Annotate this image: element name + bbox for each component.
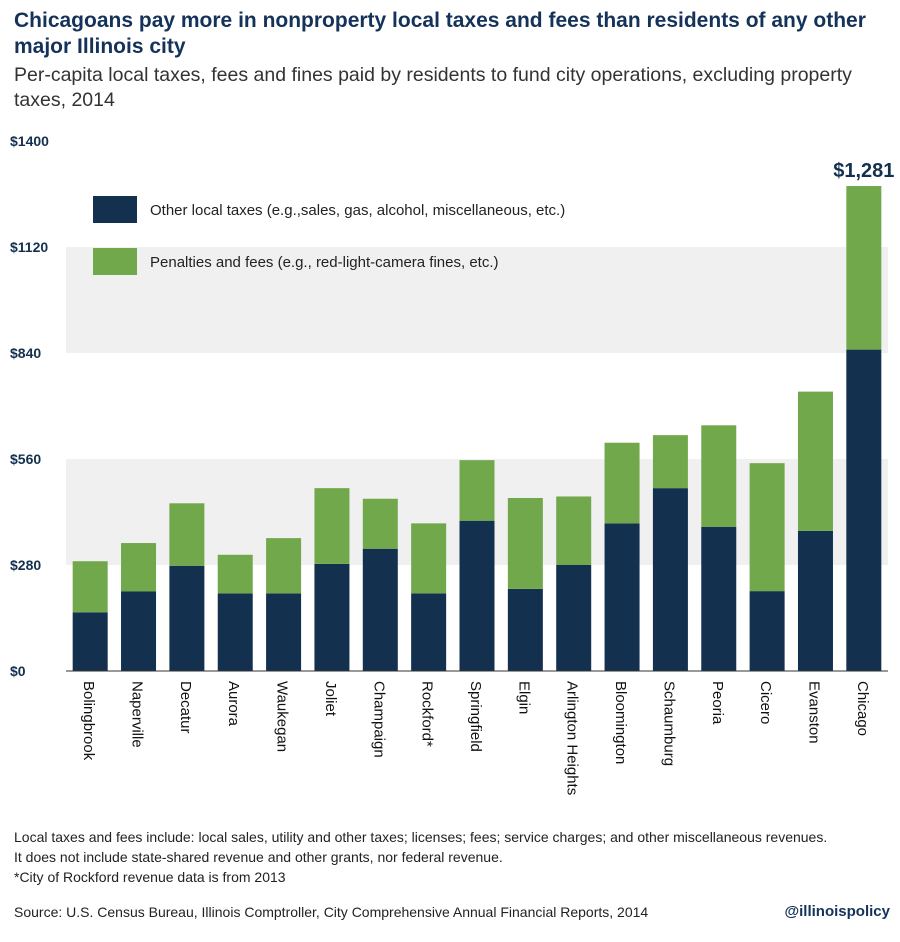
bar-fees-waukegan (266, 538, 302, 594)
x-tick-label: Chicago (854, 681, 871, 736)
x-tick-label: Naperville (129, 681, 146, 748)
y-tick-label: $0 (10, 663, 26, 679)
y-tick-label: $560 (10, 451, 41, 467)
bar-fees-evanston (797, 391, 833, 531)
bar-taxes-naperville (121, 591, 157, 671)
bar-taxes-chicago (846, 349, 882, 671)
bar-taxes-elgin (507, 588, 543, 671)
chicago-total-label: $1,281 (833, 160, 894, 182)
bar-taxes-champaign (362, 548, 398, 671)
x-tick-label: Elgin (515, 681, 532, 714)
x-tick-label: Aurora (225, 681, 242, 727)
bar-fees-schaumburg (652, 435, 688, 489)
source-text: Source: U.S. Census Bureau, Illinois Com… (14, 904, 649, 920)
bar-fees-elgin (507, 497, 543, 589)
bar-fees-arlington-heights (556, 496, 592, 565)
bar-taxes-waukegan (266, 593, 302, 671)
bar-taxes-bloomington (604, 523, 640, 671)
bar-fees-aurora (217, 554, 253, 594)
bar-fees-springfield (459, 460, 495, 521)
bar-fees-bolingbrook (72, 561, 108, 613)
y-tick-label: $1400 (10, 133, 49, 149)
x-tick-label: Bolingbrook (80, 681, 97, 761)
brand-handle: @illinoispolicy (784, 903, 890, 920)
x-tick-label: Waukegan (274, 681, 291, 752)
grid-band (66, 247, 888, 353)
footnote-definition: Local taxes and fees include: local sale… (14, 829, 828, 845)
legend-label: Penalties and fees (e.g., red-light-came… (150, 254, 499, 271)
y-tick-label: $280 (10, 557, 41, 573)
legend-label: Other local taxes (e.g.,sales, gas, alco… (150, 202, 565, 219)
bar-fees-champaign (362, 498, 398, 549)
y-tick-label: $840 (10, 345, 41, 361)
x-tick-label: Rockford* (419, 681, 436, 747)
bar-taxes-bolingbrook (72, 612, 108, 671)
bar-taxes-cicero (749, 591, 785, 671)
x-tick-label: Joliet (322, 681, 339, 717)
bar-fees-rockford- (411, 523, 447, 594)
x-tick-label: Champaign (370, 681, 387, 758)
footnote-exclusions: It does not include state-shared revenue… (14, 849, 503, 865)
x-tick-label: Schaumburg (660, 681, 677, 766)
bar-fees-chicago (846, 186, 882, 350)
x-tick-label: Bloomington (612, 681, 629, 764)
bar-taxes-decatur (169, 565, 205, 671)
bar-taxes-springfield (459, 520, 495, 671)
bar-taxes-schaumburg (652, 488, 688, 671)
legend-swatch (93, 248, 137, 275)
legend-swatch (93, 196, 137, 223)
stacked-bar-chart: $0 $280 $560 $840 $1120 $1400 Bolingbrook Naper… (10, 133, 894, 795)
bar-fees-naperville (121, 543, 157, 592)
x-tick-label: Arlington Heights (564, 681, 581, 795)
chart-subtitle: Per-capita local taxes, fees and fines p… (14, 64, 852, 111)
bar-taxes-aurora (217, 593, 253, 671)
bar-taxes-evanston (797, 530, 833, 671)
footnote-rockford: *City of Rockford revenue data is from 2… (14, 869, 286, 885)
x-tick-label: Evanston (805, 681, 822, 744)
chart-title: Chicagoans pay more in nonproperty local… (14, 9, 866, 58)
bar-taxes-rockford- (411, 593, 447, 671)
y-tick-label: $1120 (10, 239, 48, 255)
bar-fees-decatur (169, 503, 205, 566)
bar-fees-bloomington (604, 442, 640, 524)
x-tick-label: Cicero (757, 681, 774, 724)
bar-fees-joliet (314, 488, 350, 564)
x-tick-label: Springfield (467, 681, 484, 752)
bar-taxes-arlington-heights (556, 565, 592, 671)
bar-taxes-joliet (314, 563, 350, 671)
bar-taxes-peoria (701, 526, 737, 671)
bar-fees-cicero (749, 463, 785, 592)
bar-fees-peoria (701, 425, 737, 527)
x-tick-label: Decatur (177, 681, 194, 734)
x-tick-label: Peoria (709, 681, 726, 725)
